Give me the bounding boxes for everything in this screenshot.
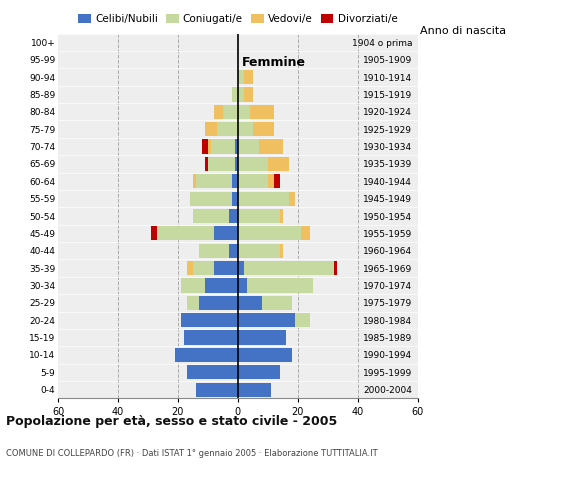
Bar (274, 174, 280, 188)
Bar (205, 157, 208, 171)
Bar (238, 174, 268, 188)
Text: Anno di nascita: Anno di nascita (420, 26, 506, 36)
Bar (199, 244, 229, 258)
Bar (205, 278, 238, 293)
Bar (184, 330, 238, 345)
Bar (196, 383, 238, 397)
Bar (238, 87, 244, 102)
Bar (187, 365, 238, 380)
Bar (247, 278, 313, 293)
Bar (187, 296, 199, 310)
Bar (193, 209, 229, 223)
Bar (289, 192, 295, 206)
Bar (238, 313, 295, 327)
Bar (175, 348, 238, 362)
Bar (238, 365, 280, 380)
Bar (238, 122, 253, 136)
Text: Popolazione per età, sesso e stato civile - 2005: Popolazione per età, sesso e stato civil… (6, 415, 337, 428)
Bar (190, 192, 232, 206)
Bar (238, 192, 289, 206)
Bar (232, 87, 238, 102)
Bar (244, 87, 253, 102)
Text: COMUNE DI COLLEPARDO (FR) · Dati ISTAT 1° gennaio 2005 · Elaborazione TUTTITALIA: COMUNE DI COLLEPARDO (FR) · Dati ISTAT 1… (6, 449, 378, 458)
Bar (208, 139, 211, 154)
Bar (181, 278, 205, 293)
Bar (217, 122, 238, 136)
Bar (193, 261, 214, 275)
Bar (238, 383, 271, 397)
Bar (208, 157, 235, 171)
Bar (268, 174, 274, 188)
Bar (238, 330, 286, 345)
Bar (157, 226, 214, 240)
Bar (334, 261, 336, 275)
Bar (280, 244, 283, 258)
Bar (238, 244, 280, 258)
Bar (250, 105, 274, 119)
Bar (211, 139, 235, 154)
Bar (295, 313, 310, 327)
Bar (238, 296, 262, 310)
Bar (214, 226, 238, 240)
Bar (223, 105, 238, 119)
Bar (280, 209, 283, 223)
Bar (259, 139, 283, 154)
Legend: Celibi/Nubili, Coniugati/e, Vedovi/e, Divorziati/e: Celibi/Nubili, Coniugati/e, Vedovi/e, Di… (74, 10, 401, 28)
Bar (199, 296, 238, 310)
Bar (205, 122, 217, 136)
Bar (229, 244, 238, 258)
Bar (214, 105, 223, 119)
Bar (262, 296, 292, 310)
Bar (253, 122, 274, 136)
Bar (196, 174, 232, 188)
Bar (244, 70, 253, 84)
Bar (151, 226, 157, 240)
Bar (300, 226, 310, 240)
Bar (238, 261, 244, 275)
Bar (232, 192, 238, 206)
Bar (238, 348, 292, 362)
Bar (238, 139, 259, 154)
Bar (238, 278, 247, 293)
Bar (235, 157, 238, 171)
Bar (187, 261, 193, 275)
Text: Femmine: Femmine (242, 56, 306, 69)
Bar (238, 209, 280, 223)
Bar (232, 174, 238, 188)
Bar (214, 261, 238, 275)
Bar (181, 313, 238, 327)
Bar (268, 157, 289, 171)
Bar (238, 157, 268, 171)
Bar (238, 70, 244, 84)
Bar (202, 139, 208, 154)
Bar (244, 261, 334, 275)
Bar (193, 174, 196, 188)
Bar (238, 226, 300, 240)
Bar (229, 209, 238, 223)
Bar (238, 105, 250, 119)
Bar (235, 139, 238, 154)
